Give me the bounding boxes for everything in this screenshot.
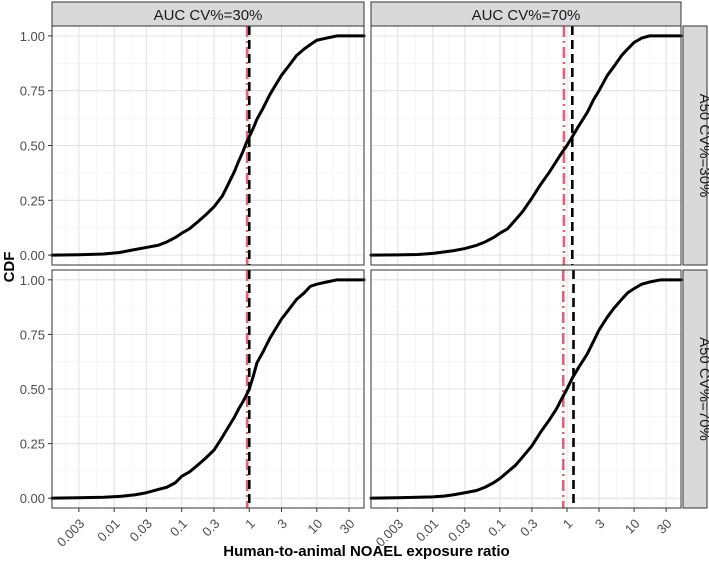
x-tick-label: 3	[592, 516, 608, 532]
y-tick-label: 0.00	[20, 248, 45, 263]
x-tick-label: 1	[560, 516, 576, 532]
y-tick-label: 0.25	[20, 193, 45, 208]
column-strip-label-1: AUC CV%=30%	[154, 7, 263, 24]
column-strip-1	[51, 1, 365, 27]
x-tick-label: 0.003	[54, 516, 88, 550]
row-strip-label-1: A50 CV%=30%	[696, 94, 709, 198]
y-tick-label: 0.00	[20, 491, 45, 506]
column-strip-label-2: AUC CV%=70%	[472, 7, 581, 24]
x-tick-label: 30	[654, 516, 675, 537]
panel-r1-c1	[50, 25, 366, 266]
x-tick-label: 0.03	[445, 516, 474, 545]
row-strip-label-2: A50 CV%=70%	[696, 337, 709, 441]
panel-r1-c2	[369, 25, 683, 266]
y-tick-label: 0.25	[20, 437, 45, 452]
x-tick-label: 1	[242, 516, 258, 532]
x-tick-label: 0.1	[485, 516, 508, 539]
x-tick-label: 0.01	[413, 516, 442, 545]
row-strip-1	[682, 25, 708, 266]
y-tick-label: 0.50	[20, 382, 45, 397]
x-tick-label: 0.3	[517, 516, 540, 539]
x-tick-label: 0.1	[167, 516, 190, 539]
x-axis-title: Human-to-animal NOAEL exposure ratio	[223, 543, 509, 560]
x-tick-label: 0.3	[199, 516, 222, 539]
y-tick-label: 1.00	[20, 29, 45, 44]
y-tick-label: 1.00	[20, 273, 45, 288]
y-axis-title: CDF	[1, 252, 18, 283]
x-tick-label: 10	[305, 516, 326, 537]
x-tick-label: 10	[622, 516, 643, 537]
column-strip-2	[370, 1, 682, 27]
x-tick-label: 3	[274, 516, 290, 532]
x-tick-label: 30	[337, 516, 358, 537]
panel-r2-c1	[50, 269, 366, 509]
cdf-curve	[369, 278, 683, 500]
cdf-curve	[50, 34, 366, 257]
panel-border	[370, 269, 682, 509]
cdf-curve	[50, 278, 366, 500]
x-tick-label: 0.01	[94, 516, 123, 545]
row-strip-2	[682, 269, 708, 509]
panel-border	[370, 25, 682, 266]
y-tick-label: 0.75	[20, 327, 45, 342]
panel-r2-c2	[369, 269, 683, 509]
cdf-curve	[369, 34, 683, 257]
y-tick-label: 0.50	[20, 139, 45, 154]
x-tick-label: 0.03	[126, 516, 155, 545]
y-tick-label: 0.75	[20, 84, 45, 99]
